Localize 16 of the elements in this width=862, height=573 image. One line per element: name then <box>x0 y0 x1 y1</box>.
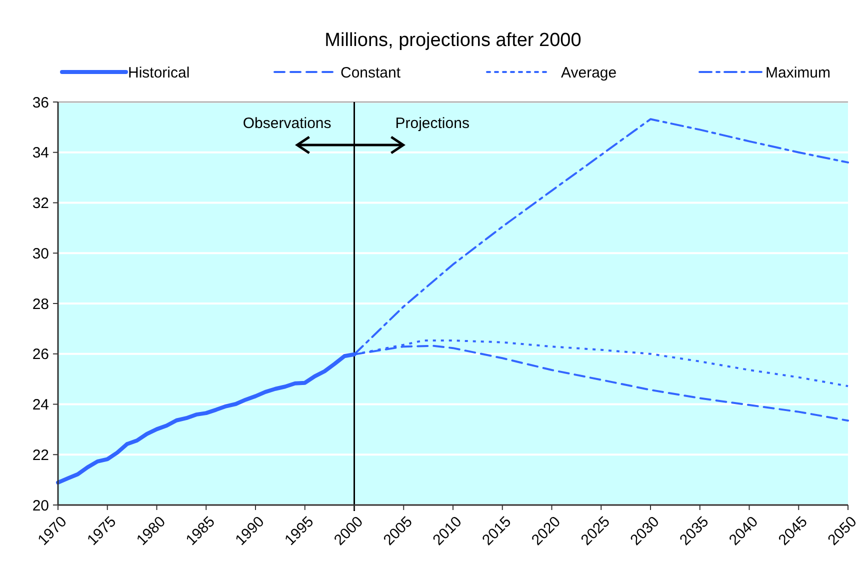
y-tick-label: 22 <box>32 446 49 464</box>
y-tick-label: 26 <box>32 346 49 364</box>
y-tick-label: 36 <box>32 94 49 112</box>
annotation: Projections <box>395 115 470 132</box>
y-tick-label: 34 <box>32 144 49 162</box>
y-tick-label: 24 <box>32 396 49 414</box>
y-tick-label: 20 <box>32 497 49 514</box>
y-tick-label: 32 <box>32 195 49 212</box>
legend-label: Constant <box>340 64 402 82</box>
legend-label: Historical <box>128 64 190 82</box>
annotation: Observations <box>242 115 332 132</box>
chart-title: Millions, projections after 2000 <box>324 30 582 51</box>
legend-label: Average <box>561 64 617 82</box>
y-tick-label: 28 <box>32 296 49 313</box>
legend-label: Maximum <box>766 64 831 82</box>
y-tick-label: 30 <box>32 245 49 262</box>
